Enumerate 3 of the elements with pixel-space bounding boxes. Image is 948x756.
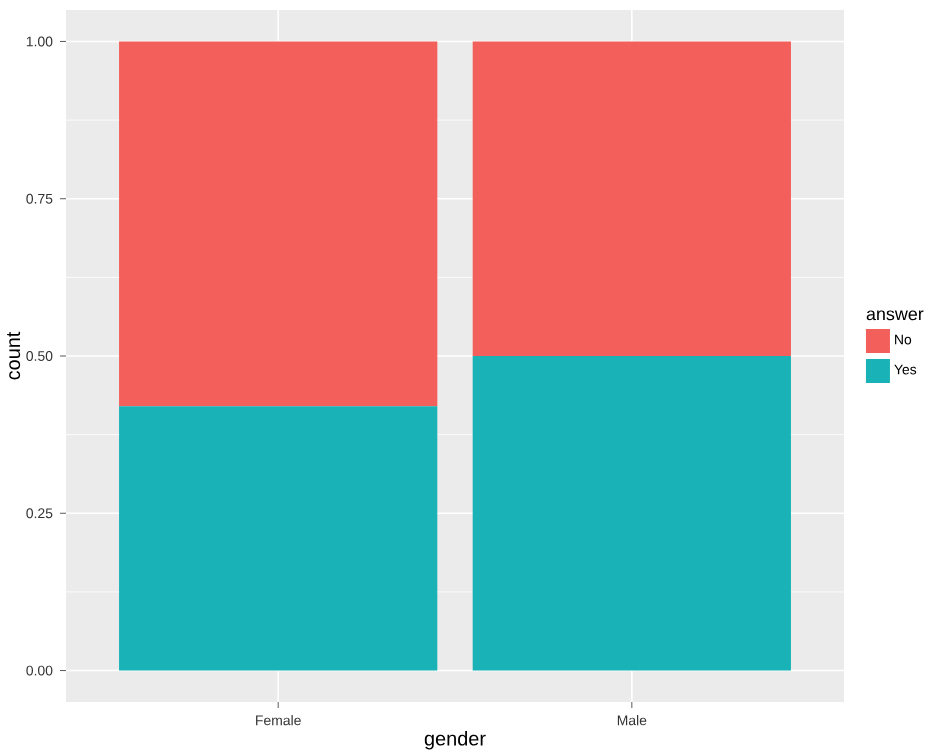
x-axis-title: gender	[424, 730, 486, 750]
y-axis-title: count	[7, 331, 21, 380]
legend-title: answer	[866, 310, 924, 321]
